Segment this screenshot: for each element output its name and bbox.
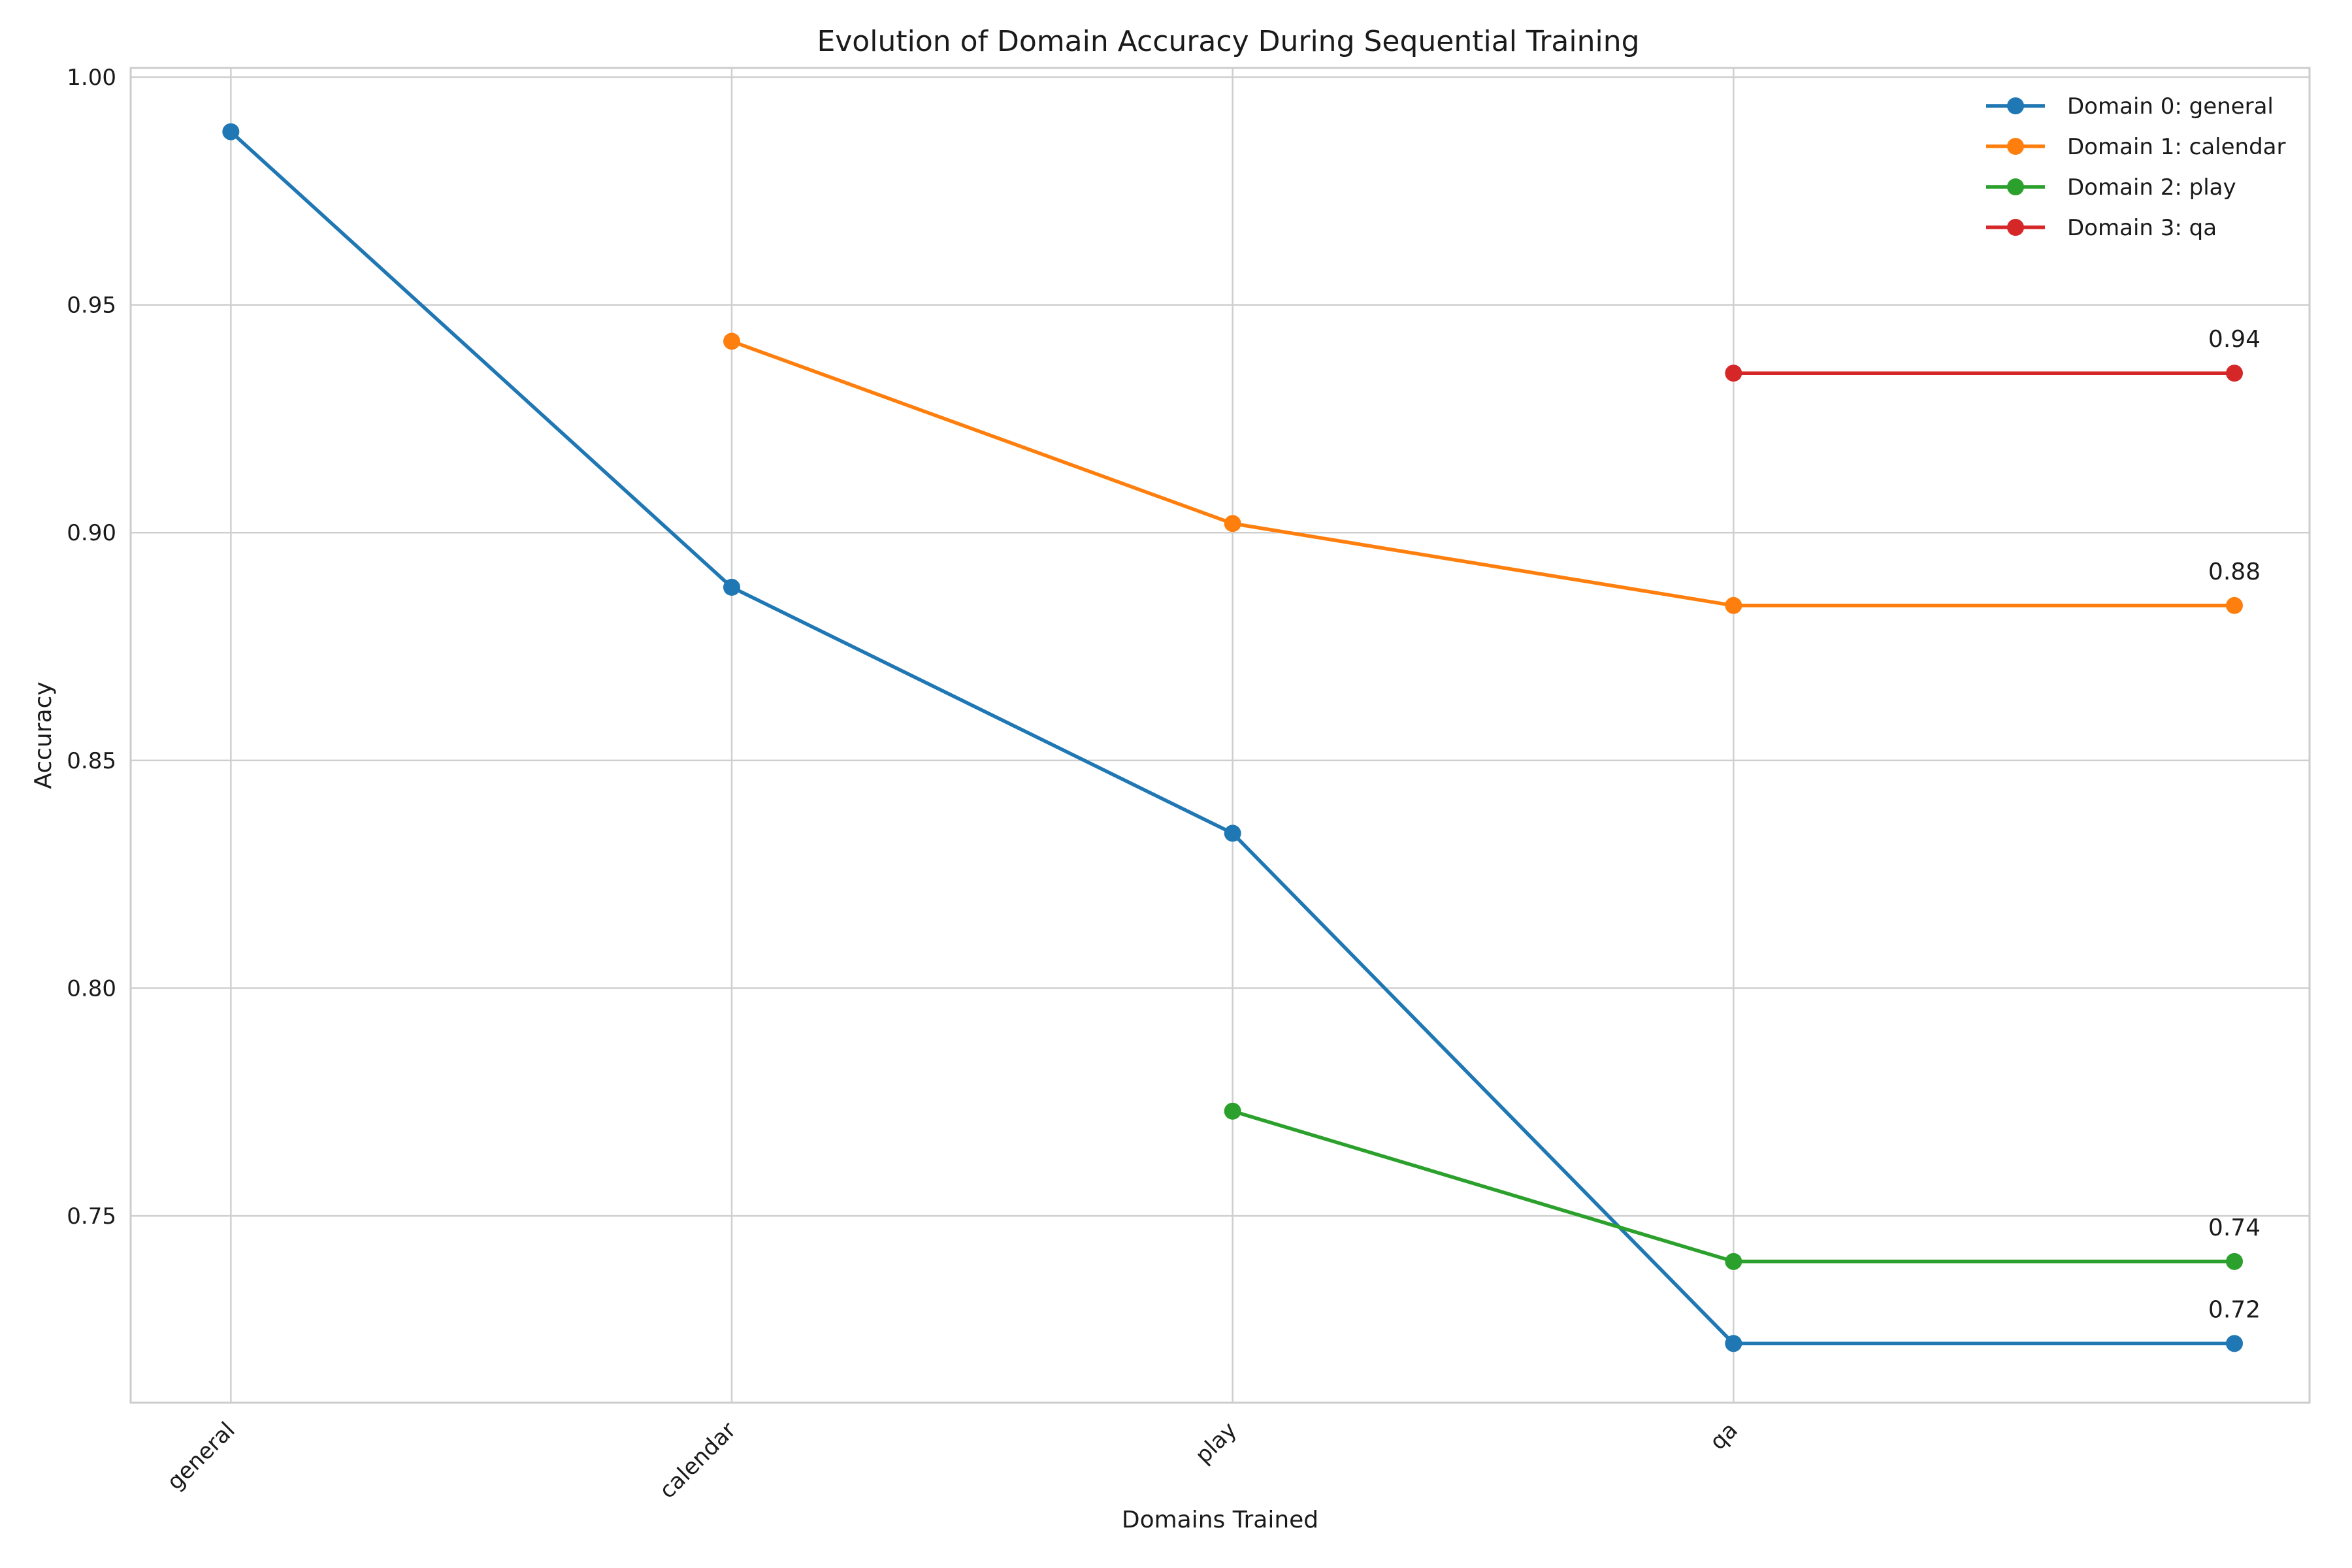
data-point <box>1725 1252 1742 1270</box>
y-tick-label: 0.80 <box>67 975 116 1002</box>
y-tick-label: 0.85 <box>67 748 116 774</box>
series <box>222 123 2243 1352</box>
value-annotation: 0.88 <box>2208 559 2261 585</box>
data-point <box>222 123 240 140</box>
chart-title: Evolution of Domain Accuracy During Sequ… <box>817 25 1639 58</box>
plot-frame <box>129 67 2311 1404</box>
value-annotation: 0.94 <box>2208 326 2261 353</box>
legend-label: Domain 3: qa <box>2067 215 2217 241</box>
value-annotation: 0.72 <box>2208 1296 2261 1323</box>
data-point <box>1224 825 1241 842</box>
series-line <box>731 339 2234 608</box>
y-tick-label: 0.75 <box>67 1203 116 1230</box>
value-annotation: 0.74 <box>2208 1215 2261 1241</box>
y-tick-label: 1.00 <box>67 65 116 91</box>
legend-marker <box>2007 178 2024 195</box>
grid-lines <box>131 68 2310 1403</box>
legend-item: Domain 0: general <box>1986 93 2274 120</box>
data-point <box>2226 1335 2243 1352</box>
y-tick-label: 0.95 <box>67 293 116 319</box>
data-point <box>2226 1252 2243 1270</box>
legend-label: Domain 0: general <box>2067 93 2274 120</box>
data-point <box>1725 596 1742 614</box>
legend-item: Domain 3: qa <box>1986 215 2217 241</box>
legend-marker <box>2007 219 2024 236</box>
data-point <box>723 333 740 350</box>
series <box>1224 1102 2243 1270</box>
x-tick-label: calendar <box>655 1417 742 1504</box>
y-axis-ticks: 0.75 0.80 0.85 0.90 0.95 1.00 <box>67 65 116 1230</box>
y-tick-label: 0.90 <box>67 520 116 546</box>
series-lines <box>222 123 2243 1352</box>
x-axis-ticks: general calendar play qa <box>162 1417 1743 1504</box>
data-point <box>1725 1335 1742 1352</box>
data-point <box>2226 365 2243 382</box>
legend-marker <box>2007 97 2024 114</box>
legend-label: Domain 2: play <box>2067 174 2236 201</box>
x-axis-label: Domains Trained <box>1122 1507 1318 1533</box>
legend-item: Domain 1: calendar <box>1986 134 2285 160</box>
x-tick-label: qa <box>1705 1417 1742 1455</box>
legend-item: Domain 2: play <box>1986 174 2236 201</box>
x-tick-label: play <box>1190 1417 1242 1469</box>
series <box>723 333 2243 614</box>
x-tick-label: general <box>162 1417 240 1495</box>
data-point <box>2226 596 2243 614</box>
value-annotations: 0.94 0.88 0.74 0.72 <box>2208 326 2261 1323</box>
legend: Domain 0: general Domain 1: calendar Domai… <box>1986 93 2285 241</box>
data-point <box>1224 1102 1241 1120</box>
data-point <box>1725 365 1742 382</box>
data-point <box>723 578 740 596</box>
legend-marker <box>2007 138 2024 155</box>
y-axis-label: Accuracy <box>30 681 57 789</box>
legend-label: Domain 1: calendar <box>2067 134 2285 160</box>
data-point <box>1224 515 1241 532</box>
series <box>1725 365 2243 382</box>
